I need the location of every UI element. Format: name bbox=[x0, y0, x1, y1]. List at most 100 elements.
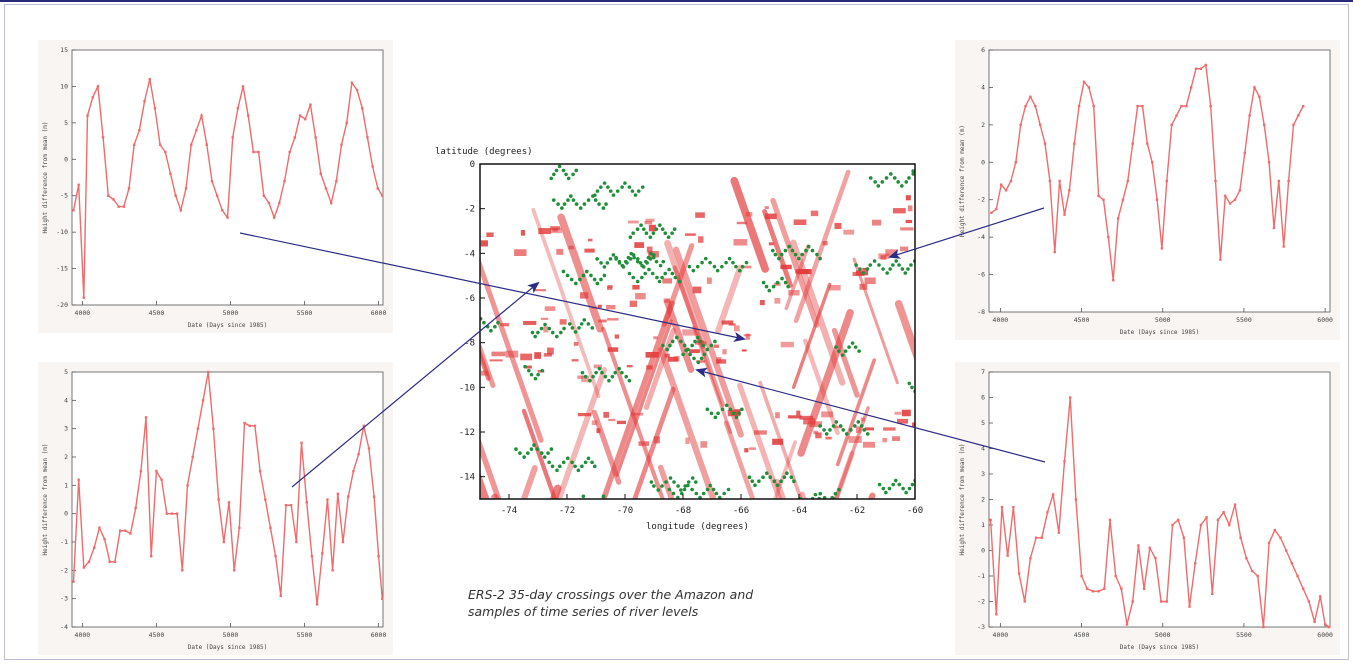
river-patch bbox=[907, 205, 913, 212]
data-point bbox=[990, 211, 993, 215]
crossing-point bbox=[844, 432, 849, 436]
river-patch bbox=[573, 341, 579, 346]
river-patch bbox=[603, 411, 610, 418]
crossing-point bbox=[601, 494, 606, 499]
river-patch bbox=[581, 375, 590, 383]
crossing-point bbox=[562, 202, 567, 206]
crossing-point bbox=[716, 411, 720, 416]
crossing-point bbox=[911, 172, 915, 176]
river-patch bbox=[864, 277, 876, 285]
data-point bbox=[1057, 531, 1061, 534]
river-patch bbox=[716, 357, 722, 364]
crossing-point bbox=[831, 424, 836, 428]
data-point bbox=[107, 194, 110, 197]
data-point bbox=[1228, 202, 1232, 205]
data-point bbox=[186, 484, 189, 487]
data-point bbox=[995, 613, 998, 616]
crossing-point bbox=[708, 260, 712, 265]
crossing-point bbox=[724, 260, 728, 265]
crossing-point bbox=[676, 484, 680, 488]
crossing-point bbox=[529, 447, 534, 451]
data-point bbox=[217, 498, 220, 501]
x-tick-label: 6000 bbox=[371, 631, 387, 639]
crossing-point bbox=[654, 227, 659, 232]
crossing-point bbox=[530, 330, 535, 335]
y-tick-label: 0 bbox=[64, 155, 68, 163]
data-point bbox=[1185, 104, 1188, 108]
crossing-point bbox=[578, 206, 583, 210]
satellite-track bbox=[425, 460, 441, 558]
crossing-point bbox=[768, 475, 773, 480]
crossing-point bbox=[599, 185, 603, 189]
figure-caption: ERS-2 35-day crossings over the Amazon a… bbox=[468, 587, 754, 619]
crossing-point bbox=[686, 483, 690, 488]
crossing-point bbox=[668, 343, 672, 348]
data-point bbox=[144, 416, 148, 419]
crossing-point bbox=[573, 330, 578, 334]
satellite-track bbox=[428, 342, 477, 481]
crossing-point bbox=[893, 478, 898, 483]
crossing-point bbox=[862, 428, 867, 432]
crossing-point bbox=[620, 263, 625, 268]
crossing-point bbox=[679, 339, 683, 344]
data-point bbox=[1102, 198, 1105, 201]
data-point bbox=[278, 201, 281, 205]
y-tick-label: 0 bbox=[981, 158, 985, 166]
crossing-point bbox=[821, 501, 825, 505]
data-point bbox=[1051, 493, 1055, 496]
y-tick-label: -3 bbox=[60, 595, 68, 603]
crossing-point bbox=[868, 263, 873, 267]
x-tick-label: -74 bbox=[501, 506, 517, 516]
y-tick-label: 0 bbox=[470, 160, 475, 170]
crossing-point bbox=[891, 482, 895, 487]
crossing-point bbox=[790, 248, 795, 253]
data-point bbox=[1248, 114, 1251, 117]
data-point bbox=[1243, 151, 1246, 155]
data-point bbox=[1103, 587, 1106, 590]
data-point bbox=[215, 194, 219, 197]
crossing-point bbox=[577, 326, 581, 330]
crossing-point bbox=[535, 447, 540, 451]
crossing-point bbox=[833, 491, 838, 496]
crossing-point bbox=[865, 432, 870, 436]
data-point bbox=[262, 194, 265, 197]
x-tick-label: 5500 bbox=[297, 631, 313, 639]
data-point bbox=[1182, 536, 1186, 539]
river-patch bbox=[634, 242, 645, 248]
chart-svg-bottom-right: 4000 4500 5000 5500 6000 -3 -2 -1 0 1 2 3 4 5 6 7 Date (… bbox=[959, 368, 1333, 651]
crossing-point bbox=[597, 202, 601, 206]
crossing-point bbox=[543, 322, 547, 327]
crossing-point bbox=[592, 506, 596, 510]
crossing-point bbox=[660, 227, 665, 232]
data-point bbox=[381, 194, 384, 197]
river-patch bbox=[821, 411, 833, 418]
data-point bbox=[362, 424, 365, 428]
y-tick-label: -1 bbox=[60, 538, 68, 546]
crossing-point bbox=[571, 172, 575, 177]
crossing-point bbox=[720, 264, 724, 269]
crossing-point bbox=[688, 352, 692, 357]
data-point bbox=[112, 198, 115, 201]
crossing-point bbox=[560, 206, 564, 210]
river-patch bbox=[741, 349, 747, 352]
crossing-point bbox=[599, 261, 603, 265]
river-patch bbox=[549, 227, 562, 234]
river-patch bbox=[795, 269, 810, 274]
crossing-point bbox=[569, 194, 573, 198]
crossing-point bbox=[640, 185, 645, 189]
data-point bbox=[1171, 523, 1174, 527]
crossing-point bbox=[889, 172, 893, 176]
river-patch bbox=[843, 229, 855, 235]
data-point bbox=[1141, 104, 1144, 108]
crossing-point bbox=[728, 407, 733, 412]
crossing-point bbox=[623, 259, 628, 264]
data-point bbox=[1023, 600, 1026, 603]
data-point bbox=[357, 452, 360, 456]
y-tick-label: -2 bbox=[60, 566, 68, 574]
river-patch bbox=[635, 292, 646, 300]
data-point bbox=[236, 107, 240, 110]
data-point bbox=[1068, 189, 1071, 192]
river-patch bbox=[559, 319, 567, 325]
crossing-point bbox=[614, 255, 618, 260]
crossing-point bbox=[602, 273, 607, 278]
